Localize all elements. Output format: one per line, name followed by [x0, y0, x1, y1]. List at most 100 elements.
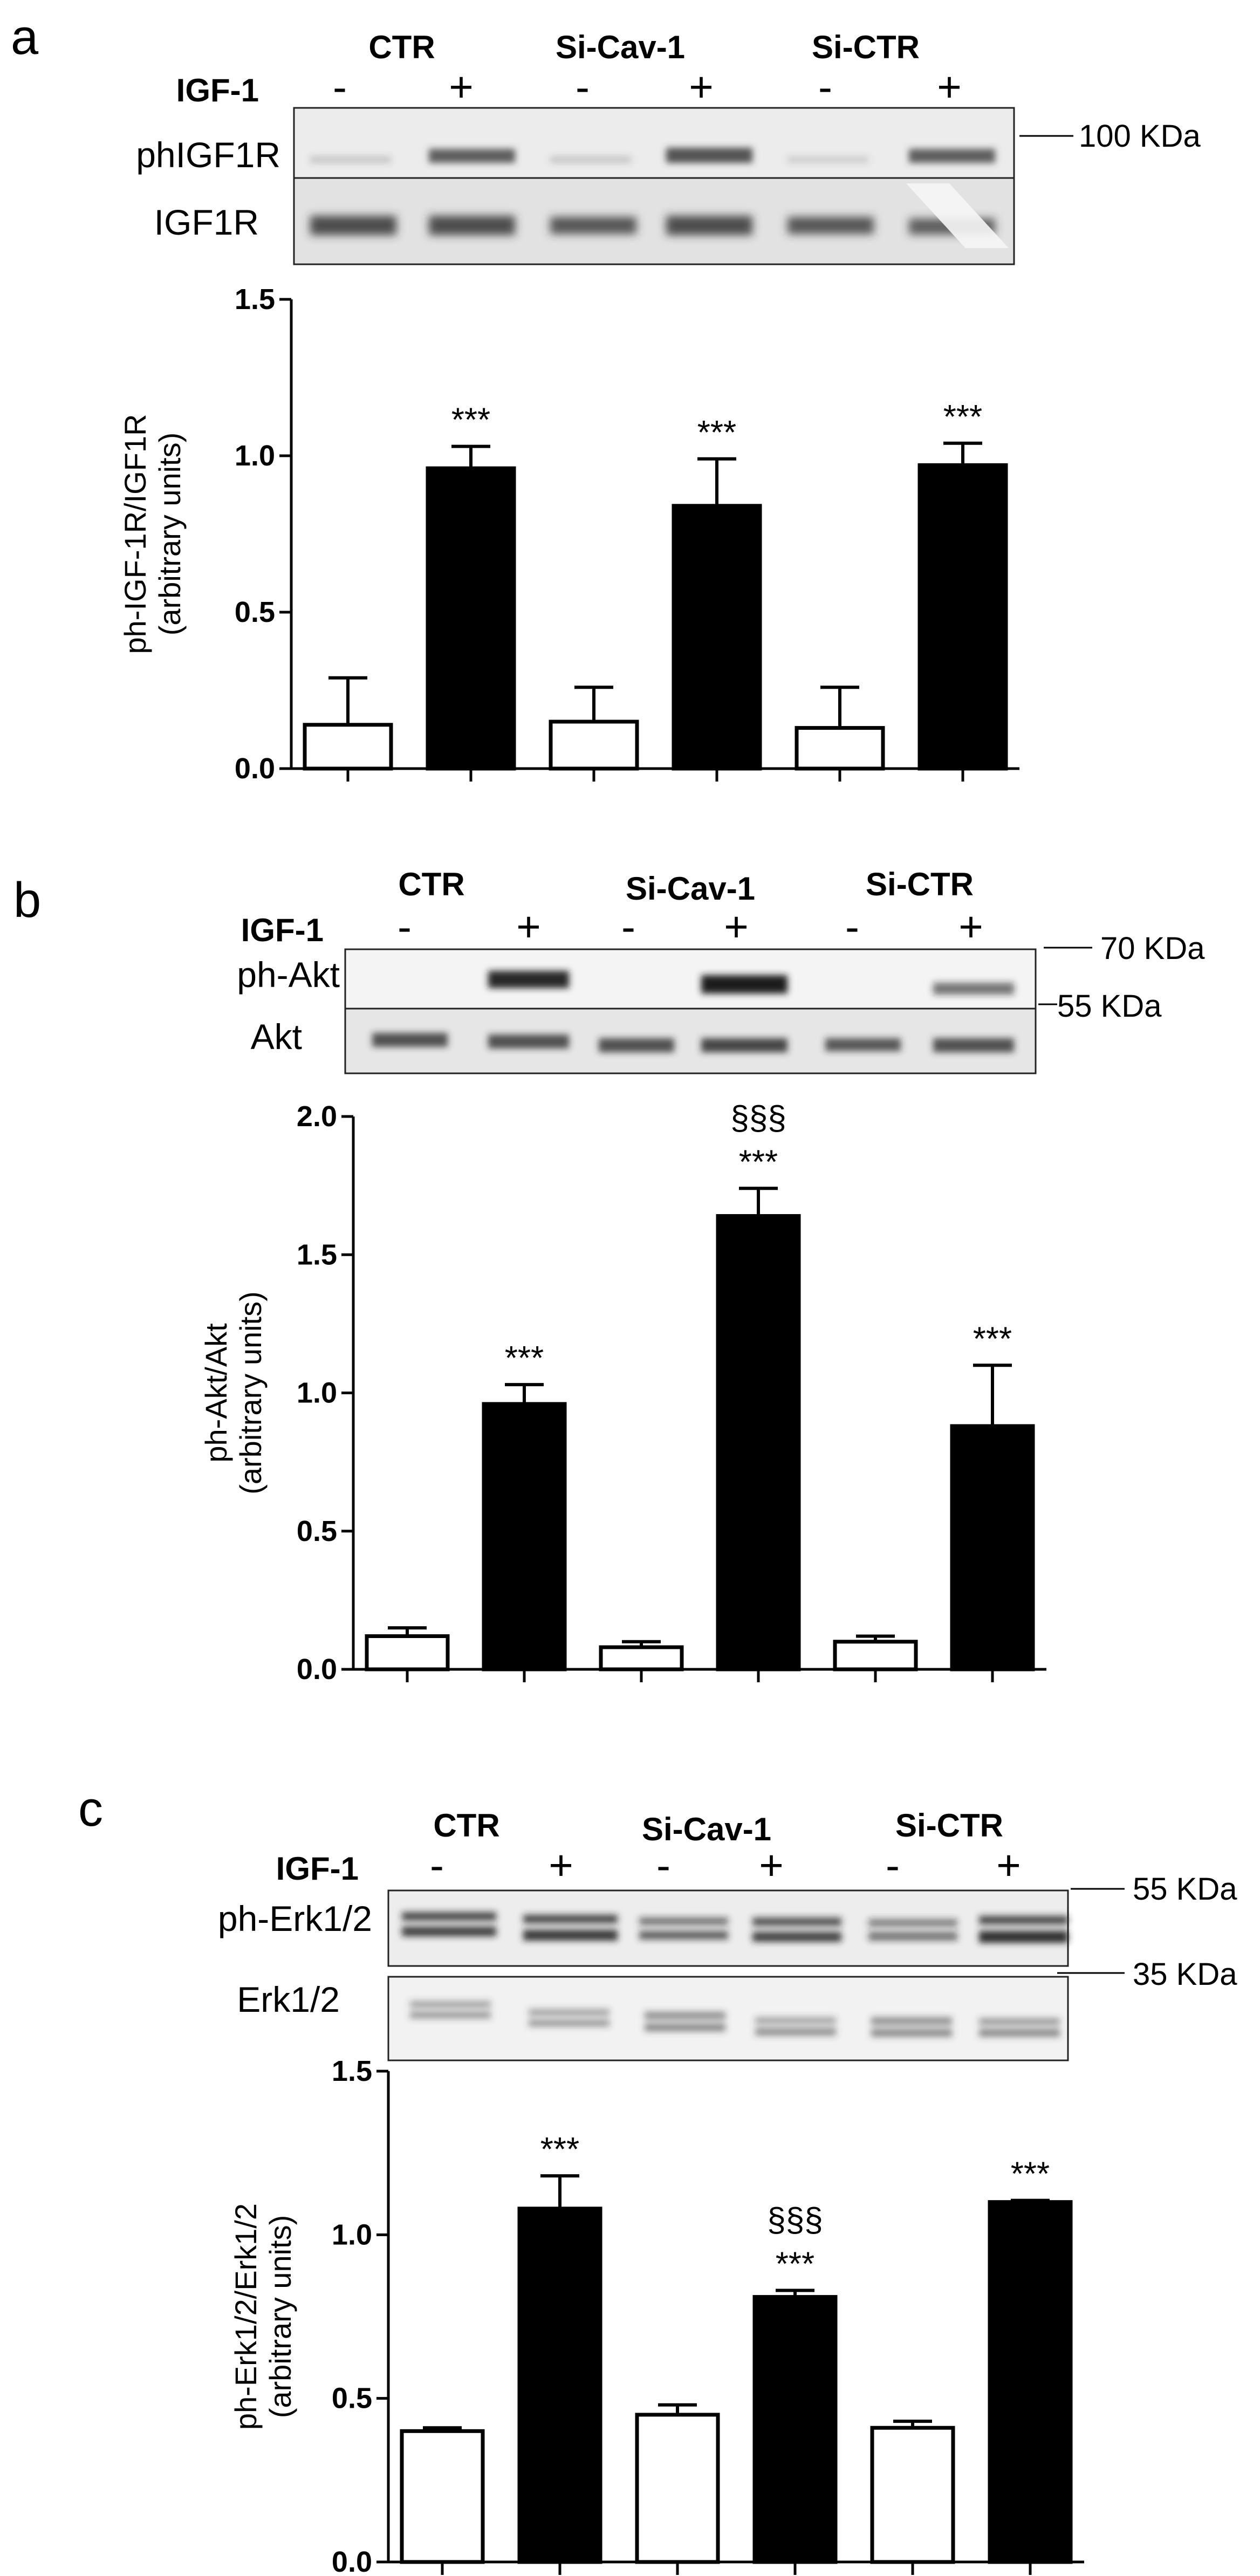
significance-label: ***: [776, 2245, 814, 2283]
bar: [833, 1640, 918, 1671]
treatment-signs-b: - + - + - +: [398, 903, 983, 950]
bar: [365, 1634, 450, 1671]
marker-35kda: 35 KDa: [1133, 1957, 1237, 1992]
group-label-ctr-c: CTR: [433, 1807, 499, 1844]
bar-chart-b: 0.0 0.5 1.0 1.5 2.0 ph-Akt/Akt (arbitrary unit…: [199, 1099, 1046, 1686]
western-blot-b: [344, 948, 1037, 1074]
y-tick-label: 0.0: [332, 2546, 372, 2576]
bar: [400, 2429, 485, 2564]
significance-label: ***: [451, 402, 490, 439]
bar: [426, 466, 516, 771]
sign-b-2: +: [516, 903, 541, 950]
bar: [303, 723, 393, 771]
sign-c-1: -: [430, 1841, 444, 1889]
y-axis-label: ph-Akt/Akt: [199, 1323, 233, 1463]
group-label-sicav1-c: Si-Cav-1: [642, 1811, 771, 1847]
y-tick-label: 1.0: [332, 2218, 372, 2251]
y-axis-label-units: (arbitrary units): [234, 1291, 268, 1495]
bar: [635, 2413, 720, 2564]
bar-chart-a: 0.0 0.5 1.0 1.5 ph-IGF-1R/IGF1R (arbitrary un…: [118, 283, 1019, 785]
sign-a-3: -: [576, 63, 590, 111]
blot-label-pherk: ph-Erk1/2: [218, 1899, 372, 1938]
sign-a-6: +: [937, 63, 962, 111]
marker-70kda: 70 KDa: [1100, 931, 1205, 966]
bar: [672, 504, 762, 771]
y-tick-label: 1.5: [297, 1238, 337, 1271]
sign-a-2: +: [449, 63, 474, 111]
blot-label-akt: Akt: [251, 1017, 302, 1057]
group-label-sictr-a: Si-CTR: [812, 29, 920, 65]
panel-label-b: b: [13, 873, 41, 928]
marker-55kda-b: 55 KDa: [1057, 989, 1162, 1024]
significance-label: ***: [1011, 2156, 1050, 2193]
bar: [988, 2200, 1073, 2564]
marker-55kda-c: 55 KDa: [1133, 1872, 1237, 1907]
significance-label: ***: [697, 414, 736, 451]
bar: [917, 463, 1008, 771]
sign-b-3: -: [621, 903, 635, 950]
blot-strip-igf1r: [293, 177, 1015, 265]
western-blot-c: [387, 1889, 1069, 2061]
y-axis-label: ph-IGF-1R/IGF1R: [118, 414, 152, 654]
treatment-label-c: IGF-1: [276, 1851, 359, 1887]
blot-strip-phakt: [344, 948, 1037, 1010]
sign-a-4: +: [689, 63, 714, 111]
significance-label: ***: [540, 2131, 579, 2168]
y-axis-label: ph-Erk1/2/Erk1/2: [229, 2203, 263, 2430]
panel-b: b CTR Si-Cav-1 Si-CTR IGF-1 - + - + - + …: [13, 866, 1205, 1686]
y-tick-label: 1.5: [332, 2055, 372, 2087]
sign-b-6: +: [958, 903, 983, 950]
sign-a-1: -: [333, 63, 347, 111]
bar: [950, 1424, 1035, 1671]
blot-label-erk: Erk1/2: [237, 1979, 340, 2019]
y-axis-label-units: (arbitrary units): [153, 433, 187, 636]
sign-a-5: -: [818, 63, 832, 111]
blot-strip-erk: [387, 1976, 1069, 2061]
bar: [752, 2295, 838, 2564]
y-tick-label: 0.0: [235, 752, 275, 785]
treatment-signs-a: - + - + - +: [333, 63, 962, 111]
y-axis-label-units: (arbitrary units): [263, 2215, 297, 2419]
bar-chart-c: 0.0 0.5 1.0 1.5 ph-Erk1/2/Erk1/2 (arbitrary u…: [229, 2055, 1084, 2576]
bar: [517, 2207, 602, 2564]
group-label-sictr-b: Si-CTR: [866, 866, 974, 902]
treatment-label-a: IGF-1: [176, 72, 259, 108]
panel-label-a: a: [11, 10, 39, 65]
bar: [549, 720, 639, 771]
sign-b-1: -: [398, 903, 412, 950]
y-tick-label: 0.5: [332, 2382, 372, 2415]
treatment-signs-c: - + - + - +: [430, 1841, 1021, 1889]
group-label-sicav1-b: Si-Cav-1: [626, 871, 755, 907]
bar: [482, 1402, 567, 1671]
blot-label-igf1r: IGF1R: [154, 202, 259, 242]
blot-label-phakt: ph-Akt: [237, 955, 340, 995]
sign-b-5: -: [845, 903, 859, 950]
y-tick-label: 0.5: [297, 1515, 337, 1547]
significance-label-2: §§§: [730, 1099, 786, 1136]
panel-c: c CTR Si-Cav-1 Si-CTR IGF-1 - + - + - + …: [78, 1782, 1237, 2576]
blot-strip-akt: [344, 1008, 1037, 1074]
y-tick-label: 1.0: [297, 1377, 337, 1409]
significance-label: ***: [973, 1320, 1012, 1358]
panel-label-c: c: [78, 1782, 103, 1837]
panel-a: a CTR Si-Cav-1 Si-CTR IGF-1 - + - + - + …: [11, 10, 1201, 785]
significance-label: ***: [739, 1143, 778, 1181]
y-tick-label: 1.0: [235, 440, 275, 472]
treatment-label-b: IGF-1: [241, 912, 324, 948]
bar: [795, 726, 885, 771]
western-blot-a: [293, 107, 1015, 265]
y-tick-label: 0.5: [235, 596, 275, 628]
bar: [716, 1214, 801, 1671]
bar: [870, 2426, 955, 2564]
y-tick-label: 1.5: [235, 283, 275, 316]
blot-strip-phigf1r: [293, 107, 1015, 179]
sign-c-4: +: [759, 1841, 784, 1889]
sign-c-5: -: [886, 1841, 900, 1889]
group-label-sicav1-a: Si-Cav-1: [556, 29, 685, 65]
sign-c-3: -: [656, 1841, 670, 1889]
group-label-sictr-c: Si-CTR: [895, 1807, 1003, 1844]
sign-b-4: +: [724, 903, 749, 950]
group-label-ctr-b: CTR: [398, 866, 464, 902]
marker-100kda: 100 KDa: [1079, 119, 1201, 154]
